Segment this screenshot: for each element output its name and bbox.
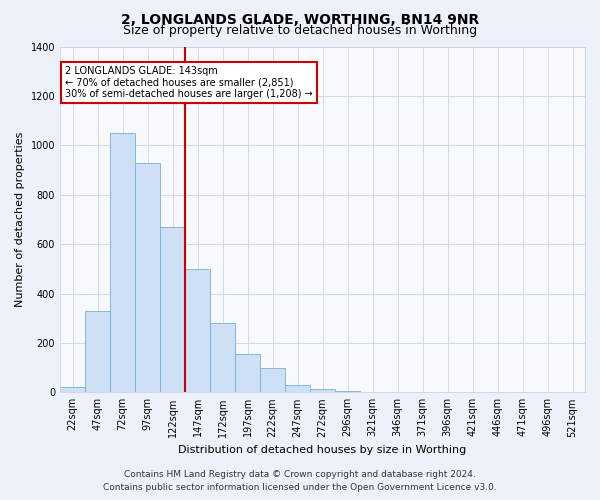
- Bar: [260, 368, 285, 392]
- Bar: [160, 227, 185, 392]
- Bar: [110, 133, 135, 392]
- Bar: [85, 311, 110, 392]
- Bar: [285, 385, 310, 392]
- Bar: [210, 323, 235, 392]
- Bar: [60, 388, 85, 392]
- Bar: [335, 391, 360, 392]
- X-axis label: Distribution of detached houses by size in Worthing: Distribution of detached houses by size …: [178, 445, 467, 455]
- Y-axis label: Number of detached properties: Number of detached properties: [15, 132, 25, 307]
- Bar: [185, 269, 210, 392]
- Bar: [135, 162, 160, 392]
- Text: Size of property relative to detached houses in Worthing: Size of property relative to detached ho…: [123, 24, 477, 37]
- Bar: [310, 388, 335, 392]
- Text: 2, LONGLANDS GLADE, WORTHING, BN14 9NR: 2, LONGLANDS GLADE, WORTHING, BN14 9NR: [121, 12, 479, 26]
- Bar: [235, 354, 260, 393]
- Text: 2 LONGLANDS GLADE: 143sqm
← 70% of detached houses are smaller (2,851)
30% of se: 2 LONGLANDS GLADE: 143sqm ← 70% of detac…: [65, 66, 313, 98]
- Text: Contains HM Land Registry data © Crown copyright and database right 2024.
Contai: Contains HM Land Registry data © Crown c…: [103, 470, 497, 492]
